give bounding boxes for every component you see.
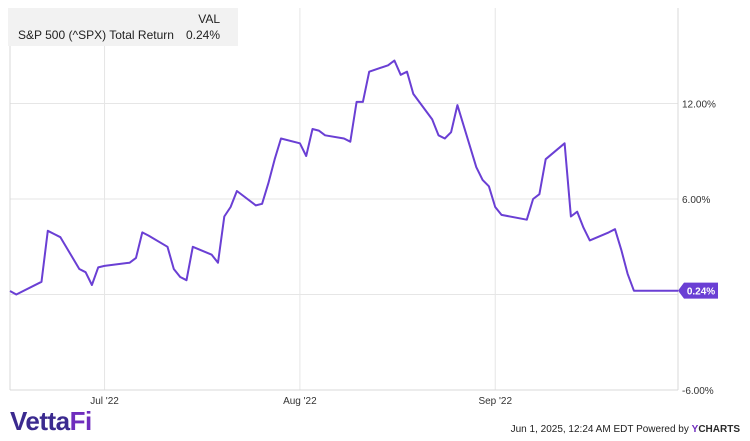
ycharts-rest: CHARTS: [698, 424, 740, 435]
end-value-tag: 0.24%: [678, 282, 718, 299]
x-tick-label: Aug '22: [283, 396, 317, 407]
footer-credit: Jun 1, 2025, 12:24 AM EDT Powered by YCH…: [511, 424, 740, 435]
series-layer: [9, 59, 678, 296]
ycharts-brand[interactable]: YCHARTS: [692, 424, 740, 435]
y-tick-label: 6.00%: [682, 195, 710, 206]
vettafi-logo: VettaFi: [10, 406, 92, 437]
powered-by-text: Powered by: [636, 424, 689, 435]
x-tick-label: Jul '22: [90, 396, 119, 407]
end-value-label: 0.24%: [687, 287, 715, 298]
series-line: [9, 59, 678, 296]
y-tick-label: -6.00%: [682, 386, 714, 397]
axes: [9, 8, 679, 391]
gridlines: [10, 8, 678, 391]
legend-header: VAL: [198, 12, 220, 26]
y-tick-label: 12.00%: [682, 100, 716, 111]
ycharts-y: Y: [691, 424, 699, 435]
legend-box: VAL S&P 500 (^SPX) Total Return 0.24%: [8, 8, 238, 46]
end-value-tag-bg: [678, 282, 718, 299]
logo-accent-text: Fi: [69, 406, 93, 436]
legend-series-value: 0.24%: [185, 28, 220, 42]
legend-series-name: S&P 500 (^SPX) Total Return: [18, 28, 174, 42]
logo-main-text: Vetta: [10, 406, 70, 436]
timestamp: Jun 1, 2025, 12:24 AM EDT: [510, 424, 634, 435]
tick-labels: 12.00% 6.00% -6.00% Jul '22 Aug '22 Sep '22 0.…: [90, 100, 718, 407]
x-tick-label: Sep '22: [478, 396, 512, 407]
